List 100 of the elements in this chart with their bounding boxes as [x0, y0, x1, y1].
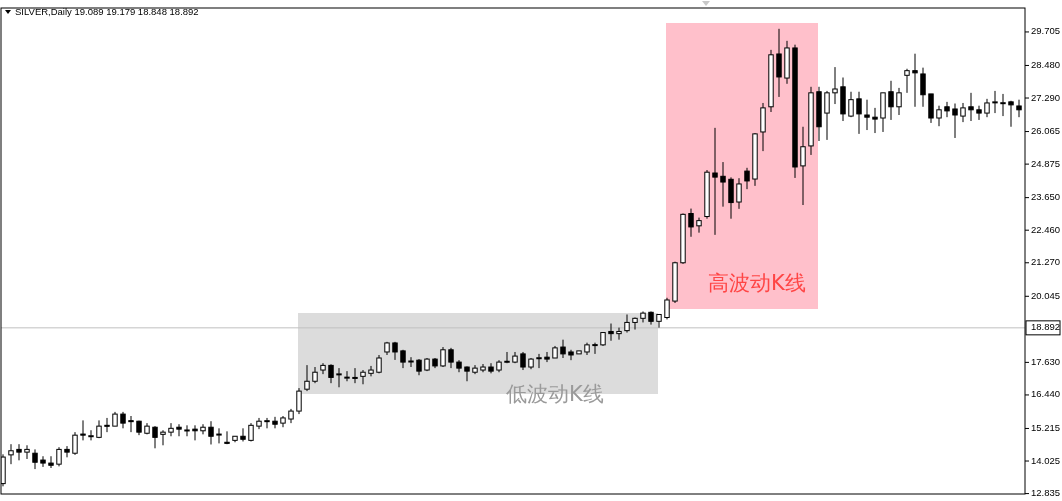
candlestick [520, 351, 526, 371]
candlestick [736, 177, 742, 210]
candlestick [656, 313, 662, 329]
y-tick-label: 23.650 [1031, 191, 1061, 203]
candlestick [856, 91, 862, 135]
y-tick-label: 17.630 [1031, 355, 1061, 367]
candlestick [864, 99, 870, 131]
candlestick [920, 67, 926, 108]
candlestick [720, 161, 726, 208]
y-tick-label: 15.215 [1031, 421, 1061, 433]
ref-line-label: 18.892 [1031, 321, 1061, 333]
candlestick [224, 430, 230, 445]
candlestick [296, 387, 302, 415]
candlestick [1008, 100, 1014, 128]
candlestick [448, 347, 454, 369]
candlestick [256, 417, 262, 430]
candlestick [744, 167, 750, 190]
candlestick [360, 369, 366, 385]
candlestick [800, 126, 806, 206]
candlestick [464, 365, 470, 382]
candlestick [216, 427, 222, 444]
candlestick [688, 208, 694, 238]
candlestick [896, 87, 902, 116]
candlestick [32, 448, 38, 470]
candlestick [320, 362, 326, 375]
candlestick [352, 367, 358, 384]
candlestick [344, 370, 350, 382]
y-tick-label: 29.705 [1031, 25, 1061, 37]
candlestick [80, 419, 86, 441]
annotation: 高波动K线 [708, 271, 806, 295]
y-tick-label: 27.290 [1031, 91, 1061, 103]
candlestick [952, 103, 958, 139]
candlestick [696, 217, 702, 234]
candlestick [824, 90, 830, 141]
candlestick [240, 427, 246, 442]
candlestick [992, 90, 998, 114]
candlestick [936, 105, 942, 127]
y-tick-label: 20.045 [1031, 289, 1061, 301]
candlestick [1016, 99, 1022, 118]
candlestick [368, 365, 374, 377]
candlestick [944, 101, 950, 118]
candlestick [872, 107, 878, 134]
candlestick [976, 105, 982, 121]
y-tick-label: 16.440 [1031, 388, 1061, 400]
candlestick [8, 443, 14, 465]
candlestick [64, 445, 70, 458]
y-tick-label: 24.875 [1031, 157, 1061, 169]
candlestick [504, 351, 510, 364]
candlestick [264, 417, 270, 429]
candlestick [616, 327, 622, 341]
candlestick [624, 313, 630, 334]
candlestick [88, 429, 94, 441]
candlestick [776, 28, 782, 98]
candlestick [176, 423, 182, 437]
candlestick [40, 455, 46, 468]
candlestick [712, 127, 718, 236]
candlestick [728, 176, 734, 220]
candlestick [568, 349, 574, 361]
y-tick-label: 22.460 [1031, 223, 1061, 235]
y-tick-label: 12.835 [1031, 487, 1061, 499]
y-tick-label: 21.270 [1031, 256, 1061, 268]
candlestick [152, 425, 158, 449]
annotation: 低波动K线 [506, 382, 604, 406]
candlestick [960, 102, 966, 123]
candlestick [48, 455, 54, 469]
candlestick [888, 80, 894, 121]
candlestick [968, 92, 974, 122]
candlestick [632, 317, 638, 331]
candlestick [1000, 93, 1006, 117]
candlestick [72, 431, 78, 456]
candlestick [128, 415, 134, 433]
chart-title: SILVER,Daily 19.089 19.179 18.848 18.892 [15, 6, 199, 17]
candlestick [104, 417, 110, 433]
candlestick [408, 356, 414, 368]
candlestick [848, 91, 854, 118]
candlestick [560, 339, 566, 359]
candlestick [592, 342, 598, 355]
candlestick [160, 429, 166, 446]
candlestick [664, 297, 670, 320]
candlestick [832, 66, 838, 105]
candlestick [328, 363, 334, 384]
candlestick [336, 367, 342, 388]
candlestick [904, 68, 910, 94]
candlestick [304, 364, 310, 392]
y-tick-label: 14.025 [1031, 454, 1061, 466]
candlestick [24, 444, 30, 460]
candlestick [200, 423, 206, 435]
candlestick [272, 416, 278, 429]
candlestick [208, 420, 214, 445]
candlestick [536, 353, 542, 369]
candlestick [984, 98, 990, 118]
candlestick [608, 323, 614, 342]
candlestick [544, 351, 550, 363]
y-tick-label: 28.480 [1031, 58, 1061, 70]
candlestick [184, 424, 190, 437]
candlestick [192, 424, 198, 441]
candlestick [56, 446, 62, 467]
candlestick [16, 443, 22, 461]
candlestick [912, 53, 918, 108]
candlestick [168, 422, 174, 437]
